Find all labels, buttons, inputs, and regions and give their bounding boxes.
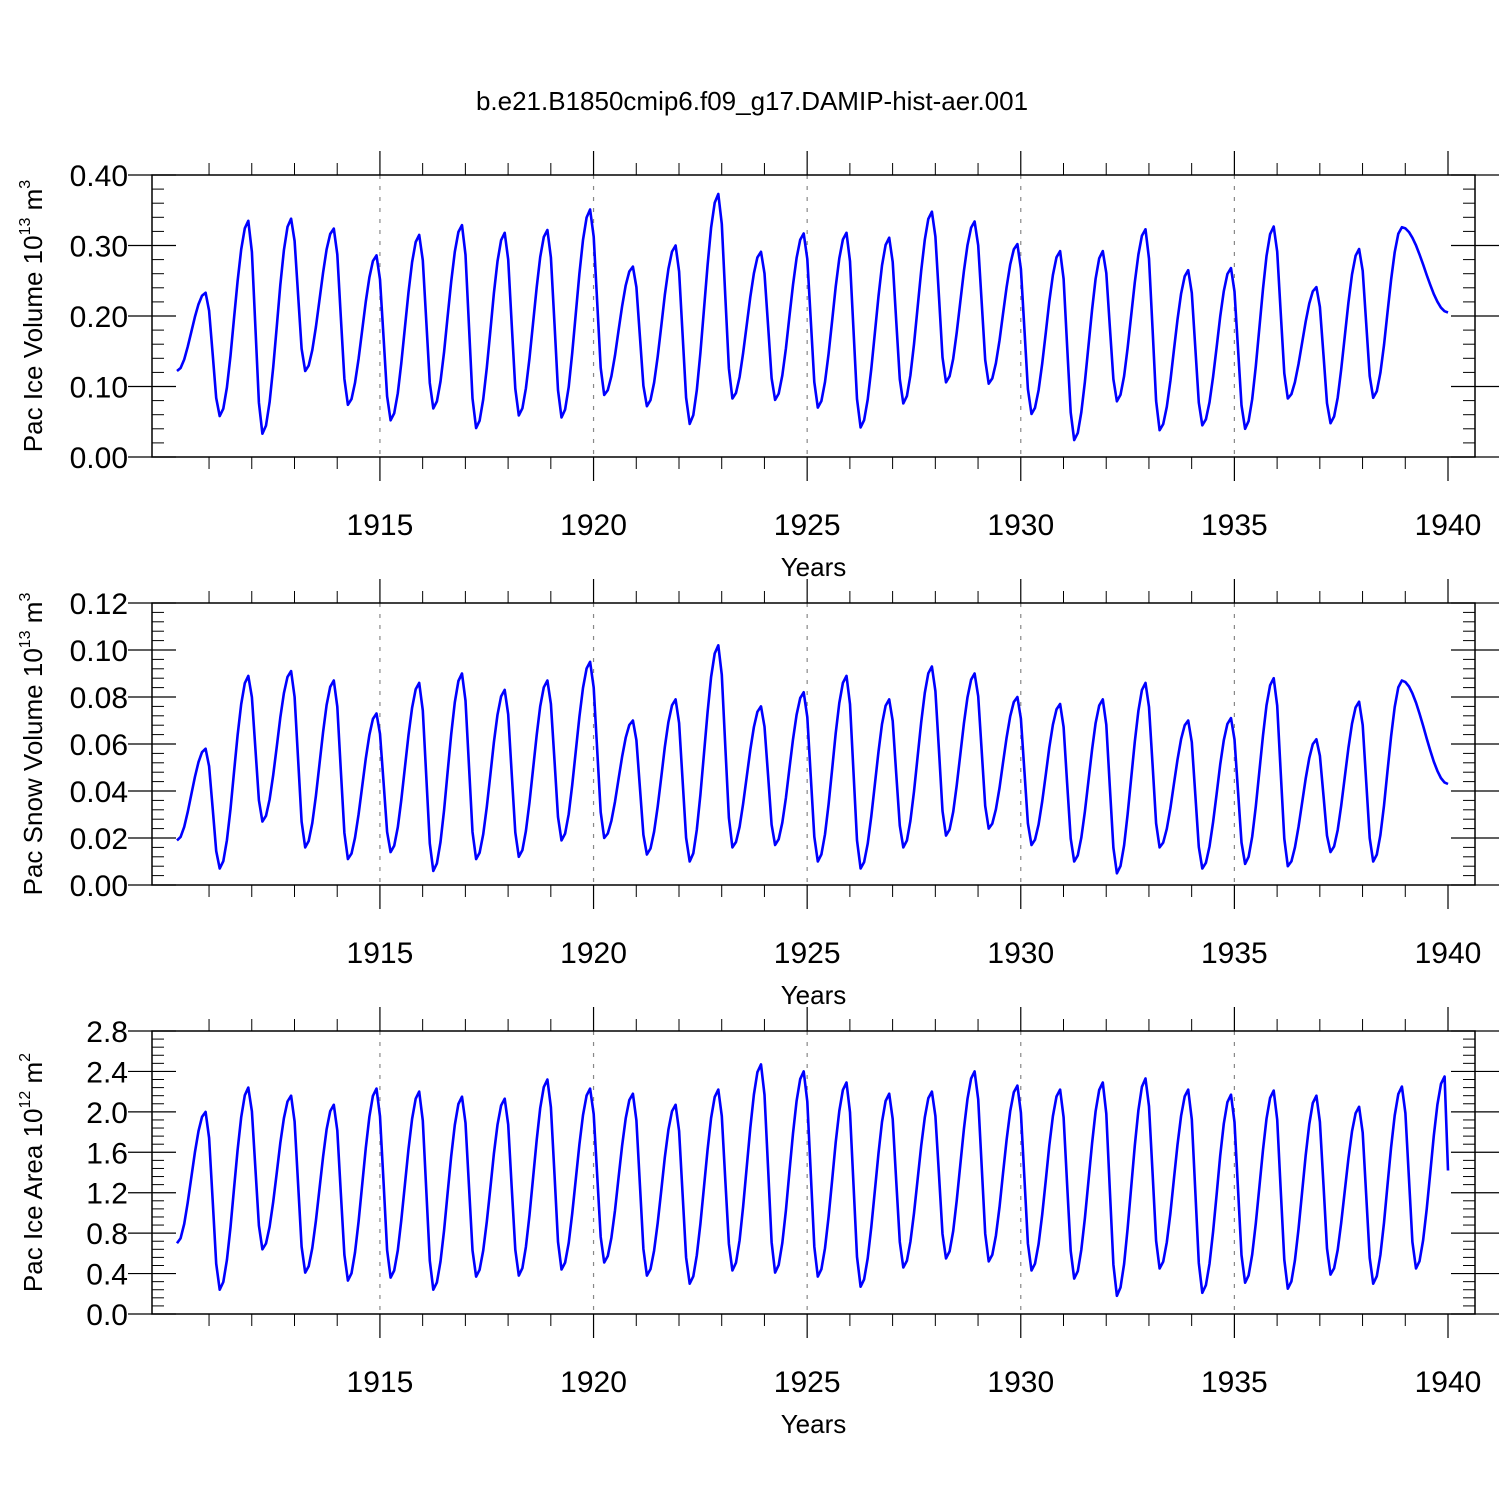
y-tick-label: 0.0 — [86, 1299, 128, 1332]
y-axis-label: Pac Snow Volume 1013 m3 — [17, 593, 48, 896]
x-tick-label: 1935 — [1201, 1366, 1268, 1399]
y-tick-label: 0.02 — [70, 823, 128, 856]
y-tick-label: 0.30 — [70, 231, 128, 264]
panel-ice-area: 1915 1920 1925 1930 1935 1940 Years 0.0 0.4 0.8 1.… — [17, 1007, 1499, 1439]
chart-title: b.e21.B1850cmip6.f09_g17.DAMIP-hist-aer.… — [476, 86, 1028, 116]
y-tick-label: 0.08 — [70, 682, 128, 715]
y-axis-label-exponent: 13 — [17, 217, 34, 235]
series-line-snow-volume — [176, 644, 1449, 875]
y-tick-label: 0.40 — [70, 160, 128, 193]
x-tick-label: 1920 — [560, 509, 627, 542]
y-tick-label: 1.2 — [86, 1178, 128, 1211]
y-axis-label-unit: m — [18, 1062, 48, 1091]
x-tick-label: 1925 — [774, 937, 841, 970]
series-line-ice-area — [175, 1063, 1450, 1298]
x-tick-label: 1925 — [774, 1366, 841, 1399]
x-tick-label: 1930 — [987, 1366, 1054, 1399]
y-tick-label: 0.04 — [70, 776, 128, 809]
y-tick-label: 2.0 — [86, 1097, 128, 1130]
y-tick-label: 0.10 — [70, 372, 128, 405]
y-axis-label-main: Pac Ice Volume 10 — [18, 235, 48, 452]
panels: 1915 1920 1925 1930 1935 1940 Years 0.00 0.10 0.2… — [17, 151, 1499, 1439]
x-tick-label: 1920 — [560, 937, 627, 970]
y-tick-label: 0.20 — [70, 301, 128, 334]
x-tick-label: 1935 — [1201, 937, 1268, 970]
y-axis-label-unit: m — [18, 602, 48, 631]
x-axis-label: Years — [781, 1409, 847, 1439]
y-axis-label-main: Pac Ice Area 10 — [18, 1109, 48, 1293]
y-axis-label-exponent: 12 — [17, 1091, 34, 1109]
x-tick-label: 1915 — [347, 509, 414, 542]
x-tick-label: 1935 — [1201, 509, 1268, 542]
y-axis-label: Pac Ice Area 1012 m2 — [17, 1053, 48, 1292]
y-axis-label-unit-exponent: 3 — [17, 593, 34, 602]
x-tick-label: 1915 — [347, 1366, 414, 1399]
panel-ice-volume: 1915 1920 1925 1930 1935 1940 Years 0.00 0.10 0.2… — [17, 151, 1499, 582]
y-tick-label: 0.4 — [86, 1259, 128, 1292]
y-tick-label: 0.06 — [70, 729, 128, 762]
y-axis-label-unit-exponent: 3 — [17, 180, 34, 189]
y-axis-label-exponent: 13 — [17, 630, 34, 648]
x-tick-label: 1930 — [987, 509, 1054, 542]
y-tick-label: 2.4 — [86, 1056, 128, 1089]
y-tick-label: 0.12 — [70, 588, 128, 621]
y-axis-label: Pac Ice Volume 1013 m3 — [17, 180, 48, 453]
x-tick-label: 1940 — [1415, 937, 1482, 970]
y-axis-label-unit: m — [18, 189, 48, 218]
x-tick-label: 1940 — [1415, 1366, 1482, 1399]
x-axis-label: Years — [781, 552, 847, 582]
x-axis-label: Years — [781, 980, 847, 1010]
y-axis-label-main: Pac Snow Volume 10 — [18, 648, 48, 895]
y-axis-label-unit-exponent: 2 — [17, 1053, 34, 1062]
x-tick-label: 1925 — [774, 509, 841, 542]
y-tick-label: 0.00 — [70, 442, 128, 475]
plot-frame — [151, 1030, 1476, 1315]
x-tick-label: 1930 — [987, 937, 1054, 970]
x-tick-label: 1915 — [347, 937, 414, 970]
panel-snow-volume: 1915 1920 1925 1930 1935 1940 Years 0.00 0.02 0.0… — [17, 579, 1499, 1010]
y-tick-label: 2.8 — [86, 1016, 128, 1049]
x-tick-label: 1940 — [1415, 509, 1482, 542]
y-tick-label: 0.00 — [70, 870, 128, 903]
y-tick-label: 0.8 — [86, 1218, 128, 1251]
y-tick-label: 0.10 — [70, 635, 128, 668]
series-line-ice-volume — [176, 192, 1449, 442]
y-tick-label: 1.6 — [86, 1137, 128, 1170]
x-tick-label: 1920 — [560, 1366, 627, 1399]
